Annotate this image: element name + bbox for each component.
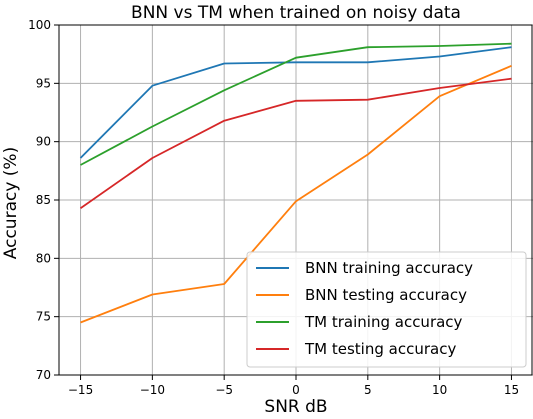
x-tick-label: −15 — [68, 383, 93, 397]
y-tick-label: 75 — [36, 310, 51, 324]
y-tick-label: 70 — [36, 368, 51, 382]
x-tick-label: 15 — [504, 383, 519, 397]
y-tick-label: 100 — [28, 18, 51, 32]
x-tick-label: 10 — [432, 383, 447, 397]
y-axis-title: Accuracy (%) — [1, 147, 21, 259]
series-lines — [79, 42, 512, 324]
y-tick-label: 85 — [36, 193, 51, 207]
legend-label: TM testing accuracy — [304, 340, 456, 358]
series-line-2 — [80, 64, 512, 324]
y-tick-label: 90 — [36, 135, 51, 149]
x-tick-label: −10 — [140, 383, 165, 397]
series-line-4 — [79, 77, 512, 209]
series-line-3 — [80, 42, 512, 166]
legend-box — [246, 251, 527, 368]
series-line-1 — [79, 46, 512, 159]
x-tick-label: 5 — [364, 383, 372, 397]
x-tick-label: −5 — [215, 383, 233, 397]
y-tick-label: 80 — [36, 251, 51, 265]
y-tick-label: 95 — [36, 76, 51, 90]
legend: BNN training accuracy BNN testing accurac… — [246, 251, 527, 368]
legend-label: BNN testing accuracy — [305, 286, 467, 304]
chart-title: BNN vs TM when trained on noisy data — [131, 3, 461, 23]
x-tick-label: 0 — [292, 383, 300, 397]
legend-label: BNN training accuracy — [305, 259, 473, 277]
x-axis-title: SNR dB — [264, 397, 327, 417]
legend-label: TM training accuracy — [304, 313, 463, 331]
axis-ticks: −15 −10 −5 0 5 10 15 70 75 80 85 90 95 100 — [28, 18, 519, 397]
